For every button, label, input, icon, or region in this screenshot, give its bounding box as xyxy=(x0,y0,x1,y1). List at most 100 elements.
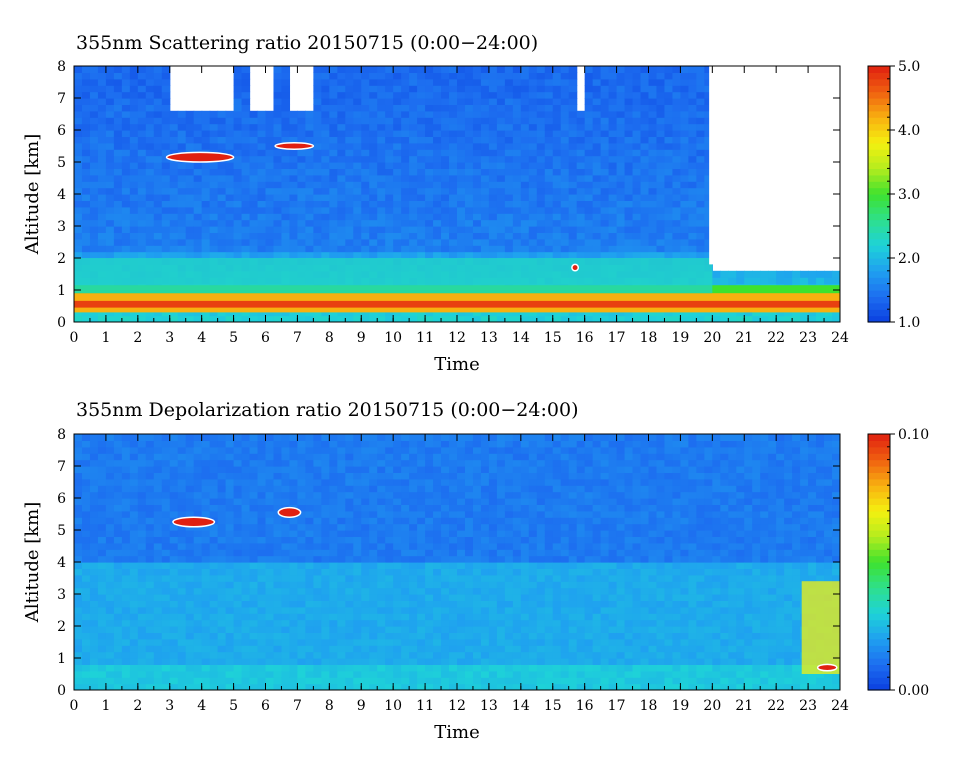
heatmap-cell xyxy=(425,226,434,233)
heatmap-cell xyxy=(265,251,275,259)
heatmap-cell xyxy=(401,168,410,176)
heatmap-cell xyxy=(441,206,450,214)
heatmap-cell xyxy=(74,98,83,105)
heatmap-cell xyxy=(249,645,259,653)
heatmap-cell xyxy=(433,85,442,93)
heatmap-cell xyxy=(265,181,275,189)
heatmap-cell xyxy=(145,459,155,467)
heatmap-cell xyxy=(185,187,195,195)
heatmap-cell xyxy=(680,91,689,99)
heatmap-cell xyxy=(121,530,131,537)
heatmap-cell xyxy=(137,594,147,601)
heatmap-cell xyxy=(257,232,267,240)
heatmap-cell xyxy=(520,206,530,214)
heatmap-cell xyxy=(401,162,410,169)
heatmap-cell xyxy=(265,453,275,461)
heatmap-cell xyxy=(552,72,562,80)
heatmap-cell xyxy=(488,72,498,80)
heatmap-cell xyxy=(113,238,123,246)
heatmap-cell xyxy=(185,238,195,246)
heatmap-cell xyxy=(624,110,634,118)
heatmap-cell xyxy=(369,594,378,601)
heatmap-cell xyxy=(121,606,131,614)
heatmap-cell xyxy=(241,606,251,614)
heatmap-cell xyxy=(345,600,354,608)
heatmap-cell xyxy=(249,309,259,317)
heatmap-cell xyxy=(241,440,251,448)
heatmap-cell xyxy=(353,309,362,317)
heatmap-cell xyxy=(361,142,370,150)
heatmap-cell xyxy=(393,194,402,201)
heatmap-cell xyxy=(704,232,713,240)
heatmap-cell xyxy=(113,446,123,454)
heatmap-cell xyxy=(664,226,674,233)
heatmap-cell xyxy=(233,219,243,227)
heatmap-cell xyxy=(121,130,131,137)
heatmap-cell xyxy=(696,232,705,240)
heatmap-cell xyxy=(289,568,299,576)
heatmap-cell xyxy=(137,651,147,659)
heatmap-cell xyxy=(81,523,91,531)
heatmap-cell xyxy=(361,187,370,195)
heatmap-cell xyxy=(313,619,322,627)
heatmap-cell xyxy=(241,619,251,627)
heatmap-cell xyxy=(74,664,83,672)
heatmap-cell xyxy=(129,536,139,544)
heatmap-cell xyxy=(353,523,362,531)
heatmap-cell xyxy=(345,530,354,537)
heatmap-cell xyxy=(592,168,602,176)
heatmap-cell xyxy=(89,645,99,653)
heatmap-cell xyxy=(89,446,99,454)
heatmap-cell xyxy=(608,315,618,322)
heatmap-cell xyxy=(193,440,203,448)
heatmap-cell xyxy=(425,238,434,246)
heatmap-cell xyxy=(313,510,322,518)
heatmap-cell xyxy=(552,187,562,195)
heatmap-cell xyxy=(616,168,626,176)
heatmap-cell xyxy=(193,549,203,557)
heatmap-cell xyxy=(425,66,434,73)
heatmap-cell xyxy=(209,440,219,448)
heatmap-cell xyxy=(504,168,514,176)
heatmap-cell xyxy=(97,658,107,665)
heatmap-cell xyxy=(409,136,418,144)
heatmap-cell xyxy=(265,638,275,646)
heatmap-cell xyxy=(401,155,410,163)
heatmap-cell xyxy=(377,155,386,163)
heatmap-cell xyxy=(74,587,83,595)
heatmap-cell xyxy=(624,245,634,253)
heatmap-cell xyxy=(504,72,514,80)
heatmap-cell xyxy=(193,110,203,118)
heatmap-cell xyxy=(137,238,147,246)
heatmap-cell xyxy=(129,555,139,563)
heatmap-cell xyxy=(105,536,115,544)
heatmap-cell xyxy=(145,123,155,131)
heatmap-cell xyxy=(201,536,211,544)
heatmap-cell xyxy=(113,168,123,176)
heatmap-cell xyxy=(209,245,219,253)
heatmap-cell xyxy=(616,315,626,322)
heatmap-cell xyxy=(576,213,586,221)
heatmap-cell xyxy=(249,213,259,221)
heatmap-cell xyxy=(273,638,283,646)
heatmap-cell xyxy=(520,142,530,150)
heatmap-cell xyxy=(568,187,578,195)
heatmap-cell xyxy=(81,98,91,105)
heatmap-cell xyxy=(121,98,131,105)
heatmap-cell xyxy=(608,174,618,182)
heatmap-cell xyxy=(488,309,498,317)
heatmap-cell xyxy=(289,562,299,569)
heatmap-cell xyxy=(113,136,123,144)
heatmap-cell xyxy=(249,594,259,601)
heatmap-cell xyxy=(177,219,187,227)
heatmap-cell xyxy=(393,219,402,227)
heatmap-cell xyxy=(129,149,139,157)
heatmap-cell xyxy=(361,536,370,544)
heatmap-cell xyxy=(233,200,243,208)
colorbar-tick-label: 5.0 xyxy=(898,59,920,75)
heatmap-cell xyxy=(185,651,195,659)
heatmap-cell xyxy=(648,238,658,246)
heatmap-cell xyxy=(273,530,283,537)
heatmap-cell xyxy=(329,446,338,454)
heatmap-cell xyxy=(592,219,602,227)
